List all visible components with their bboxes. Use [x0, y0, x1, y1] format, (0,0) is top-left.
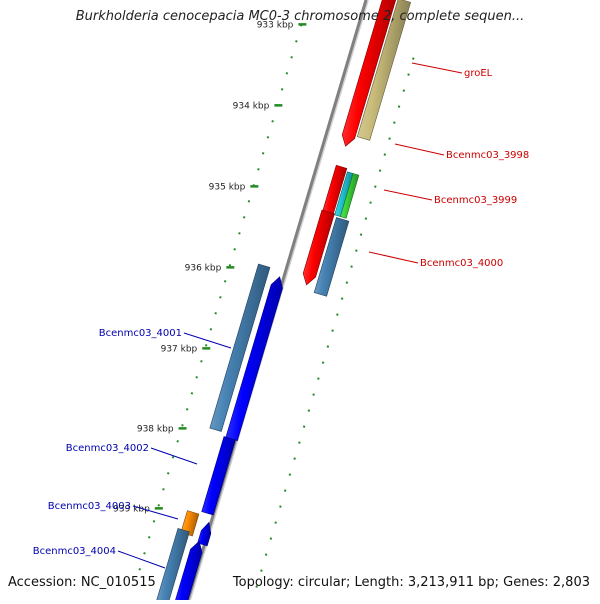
gene-label-forward[interactable]: Bcenmc03_3998 — [446, 150, 529, 161]
gene-khaki-segment[interactable] — [356, 0, 412, 141]
gene-label-leader — [368, 251, 419, 264]
gene-label-leader — [411, 62, 463, 74]
gene-label-reverse[interactable]: Bcenmc03_4001 — [99, 328, 182, 339]
gene-red-arrow-2[interactable] — [302, 209, 335, 286]
tick-dots-right — [250, 57, 415, 604]
gene-blue-arrow-2[interactable] — [197, 521, 212, 547]
kbp-tick-label: 937 kbp — [161, 344, 198, 354]
kbp-tick-label: 935 kbp — [209, 182, 246, 192]
map-title: Burkholderia cenocepacia MC0-3 chromosom… — [75, 9, 525, 24]
gene-bcenmc03-4003[interactable] — [180, 510, 200, 537]
gene-bcenmc03-4001[interactable] — [209, 263, 271, 432]
gene-bcenmc03-3999-green[interactable] — [339, 173, 360, 219]
kbp-tick-label: 933 kbp — [257, 20, 294, 30]
gene-bcenmc03-4004-steel[interactable] — [155, 528, 190, 604]
gene-label-leader — [117, 550, 166, 569]
gene-bcenmc03-4004[interactable] — [173, 540, 203, 604]
gene-label-leader — [183, 332, 232, 349]
gene-label-reverse[interactable]: Bcenmc03_4003 — [48, 501, 131, 512]
kbp-ticks: 933 kbp 934 kbp 935 kbp 936 kbp 937 kbp 938 k… — [113, 20, 307, 514]
gene-label-forward[interactable]: groEL — [464, 68, 493, 79]
gene-groel-segment[interactable] — [341, 0, 397, 147]
gene-label-leader — [383, 189, 433, 201]
gene-bcenmc03-4002[interactable] — [201, 436, 236, 516]
topology-summary: Topology: circular; Length: 3,213,911 bp… — [232, 575, 590, 590]
gene-label-leader — [150, 447, 198, 465]
kbp-tick-label: 934 kbp — [233, 101, 270, 111]
gene-label-leader — [132, 505, 179, 520]
kbp-tick-label: 936 kbp — [185, 263, 222, 273]
kbp-tick-label: 938 kbp — [137, 424, 174, 434]
gene-label-leader — [394, 143, 445, 156]
gene-label-forward[interactable]: Bcenmc03_4000 — [420, 258, 503, 269]
gene-blue-arrow-1[interactable] — [225, 276, 283, 441]
gene-label-forward[interactable]: Bcenmc03_3999 — [434, 195, 517, 206]
kbp-tick-label: 939 kbp — [113, 504, 150, 514]
gene-label-reverse[interactable]: Bcenmc03_4004 — [33, 546, 116, 557]
gene-bcenmc03-4000[interactable] — [313, 217, 350, 297]
gene-label-reverse[interactable]: Bcenmc03_4002 — [66, 443, 149, 454]
accession-text: Accession: NC_010515 — [8, 575, 156, 590]
